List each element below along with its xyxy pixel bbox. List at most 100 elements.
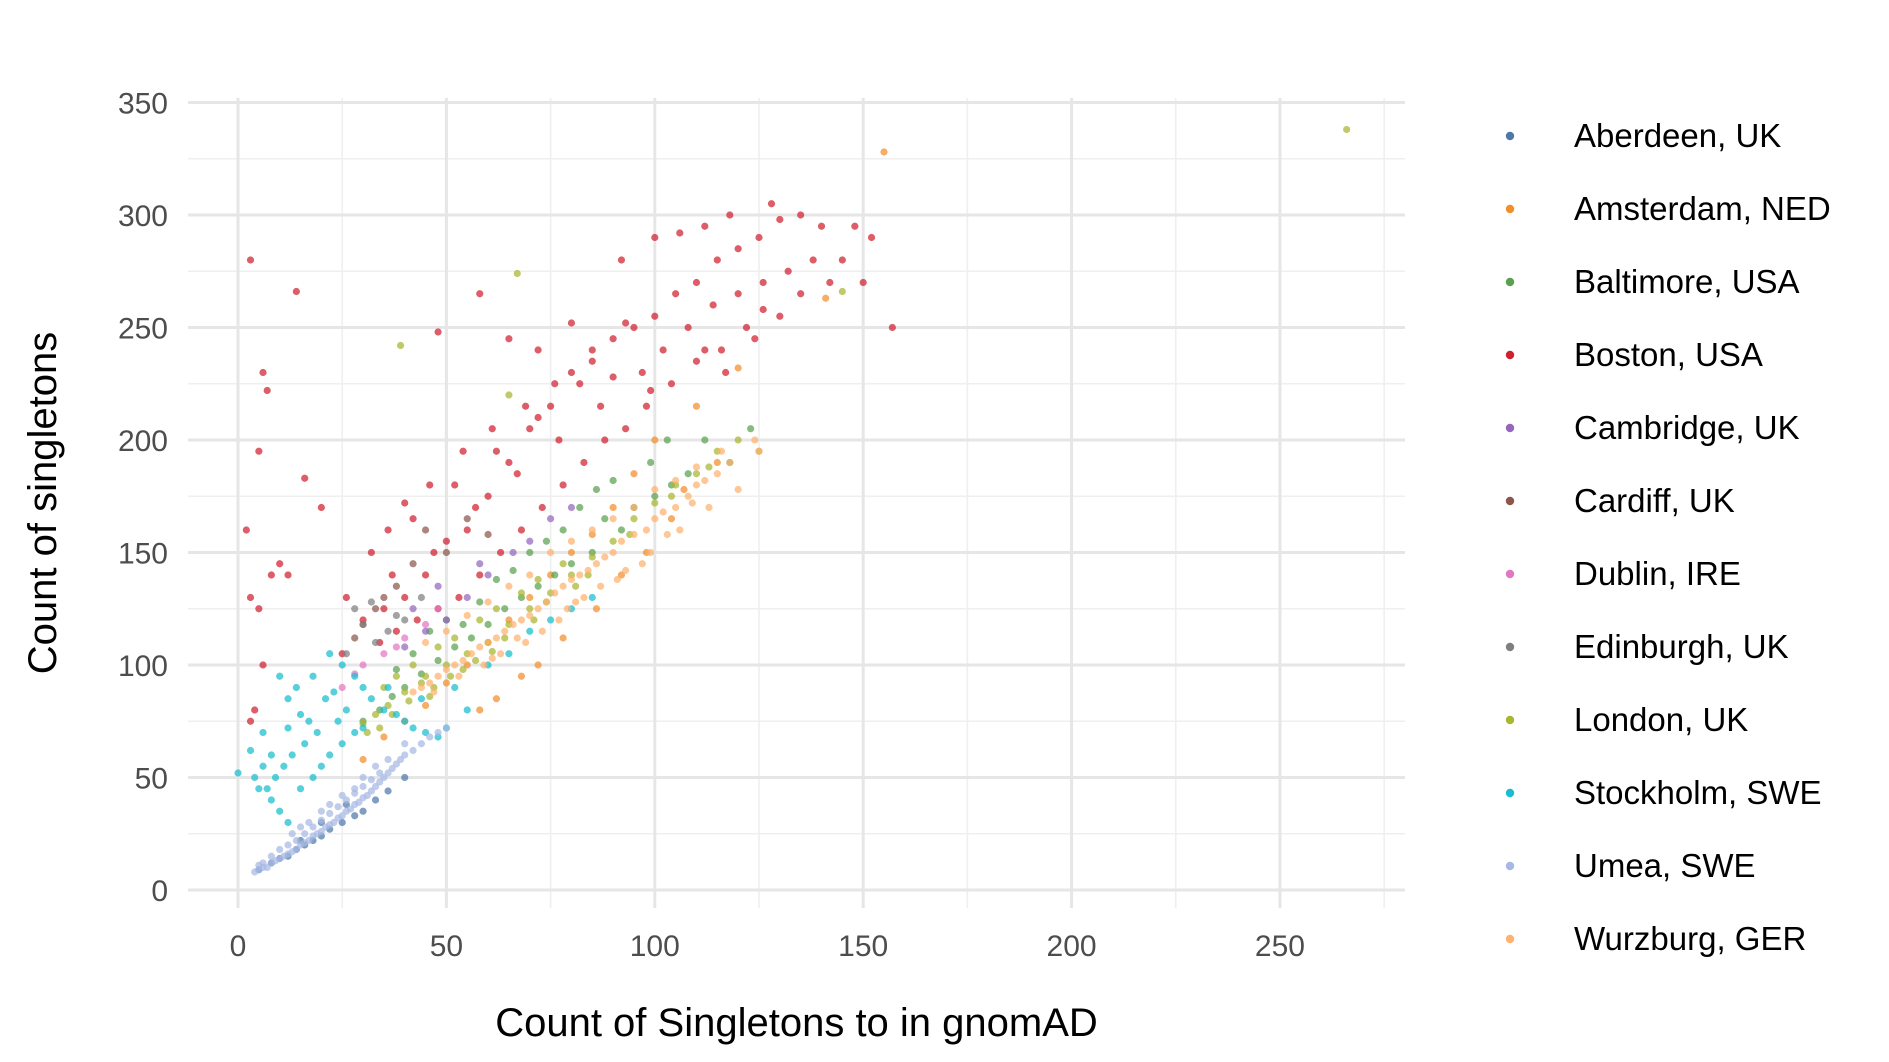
data-point — [434, 582, 442, 590]
data-point — [284, 571, 292, 579]
data-point — [351, 672, 359, 680]
data-point — [647, 548, 655, 557]
data-point — [442, 537, 451, 545]
data-point — [255, 785, 263, 793]
legend-marker — [1505, 861, 1515, 871]
data-point — [492, 695, 501, 703]
data-point — [630, 515, 638, 523]
data-point — [301, 474, 309, 482]
data-point — [434, 672, 442, 680]
data-point — [484, 530, 492, 539]
series-points — [351, 515, 492, 642]
legend-item: Umea, SWE — [1505, 847, 1756, 884]
data-point — [567, 548, 576, 557]
data-point — [338, 661, 346, 669]
data-point — [476, 643, 484, 651]
data-point — [651, 436, 659, 444]
data-point — [421, 620, 430, 629]
series-points — [409, 436, 763, 696]
data-point — [488, 425, 496, 433]
y-tick-label: 250 — [118, 313, 168, 346]
data-point — [317, 762, 325, 770]
data-point — [421, 672, 430, 680]
data-point — [484, 571, 492, 579]
data-point — [380, 593, 388, 602]
data-point — [463, 611, 471, 620]
data-point — [384, 787, 392, 795]
data-point — [692, 402, 701, 410]
data-point — [442, 679, 451, 687]
data-point — [463, 515, 471, 523]
series-points — [359, 148, 888, 764]
legend-marker — [1505, 496, 1515, 506]
data-point — [513, 269, 521, 278]
x-tick-label: 200 — [1047, 930, 1097, 963]
data-point — [505, 458, 513, 467]
data-point — [701, 346, 709, 354]
legend-label: Cardiff, UK — [1574, 482, 1735, 519]
data-point — [755, 233, 763, 242]
x-tick-label: 150 — [838, 930, 888, 963]
data-point — [246, 593, 255, 602]
data-point — [288, 830, 296, 838]
data-point — [409, 746, 417, 755]
data-point — [467, 650, 476, 658]
series-points — [342, 593, 425, 658]
data-point — [267, 751, 275, 759]
data-point — [442, 616, 451, 624]
data-point — [592, 605, 601, 613]
series-points — [234, 593, 596, 827]
data-point — [567, 560, 576, 568]
data-point — [672, 476, 680, 485]
data-point — [592, 560, 601, 568]
data-point — [751, 436, 759, 444]
data-point — [246, 717, 255, 725]
data-point — [563, 605, 571, 613]
data-point — [838, 287, 846, 296]
data-point — [509, 548, 517, 557]
data-point — [367, 776, 375, 784]
data-point — [717, 346, 726, 354]
data-point — [567, 368, 576, 377]
x-tick-label: 50 — [430, 930, 463, 963]
data-point — [376, 724, 384, 732]
data-point — [367, 598, 375, 606]
data-point — [280, 762, 288, 770]
data-point — [667, 492, 676, 500]
data-point — [534, 661, 542, 669]
legend-item: Boston, USA — [1505, 336, 1763, 373]
data-point — [421, 701, 430, 710]
data-point — [630, 503, 638, 512]
series-points — [401, 503, 576, 651]
data-point — [684, 470, 692, 478]
data-point — [451, 643, 459, 651]
data-point — [534, 346, 542, 354]
data-point — [613, 575, 621, 584]
data-point — [742, 323, 751, 332]
data-point — [401, 688, 409, 696]
data-point — [251, 706, 259, 714]
data-point — [392, 582, 400, 590]
data-point — [338, 740, 346, 748]
data-point — [392, 627, 400, 635]
data-point — [463, 706, 471, 714]
legend-label: Amsterdam, NED — [1574, 190, 1831, 227]
data-point — [726, 211, 734, 219]
data-point — [701, 476, 709, 485]
data-point — [309, 773, 317, 782]
data-point — [284, 695, 292, 703]
data-point — [409, 650, 417, 658]
data-point — [476, 560, 484, 568]
data-point — [463, 526, 471, 534]
data-point — [442, 548, 451, 557]
data-point — [417, 695, 425, 703]
data-point — [597, 402, 605, 410]
data-point — [430, 548, 438, 557]
data-point — [609, 548, 617, 557]
y-tick-label: 300 — [118, 200, 168, 233]
data-point — [517, 589, 526, 597]
data-point — [751, 335, 759, 343]
data-point — [526, 605, 534, 613]
data-point — [388, 692, 396, 701]
data-point — [492, 447, 501, 455]
